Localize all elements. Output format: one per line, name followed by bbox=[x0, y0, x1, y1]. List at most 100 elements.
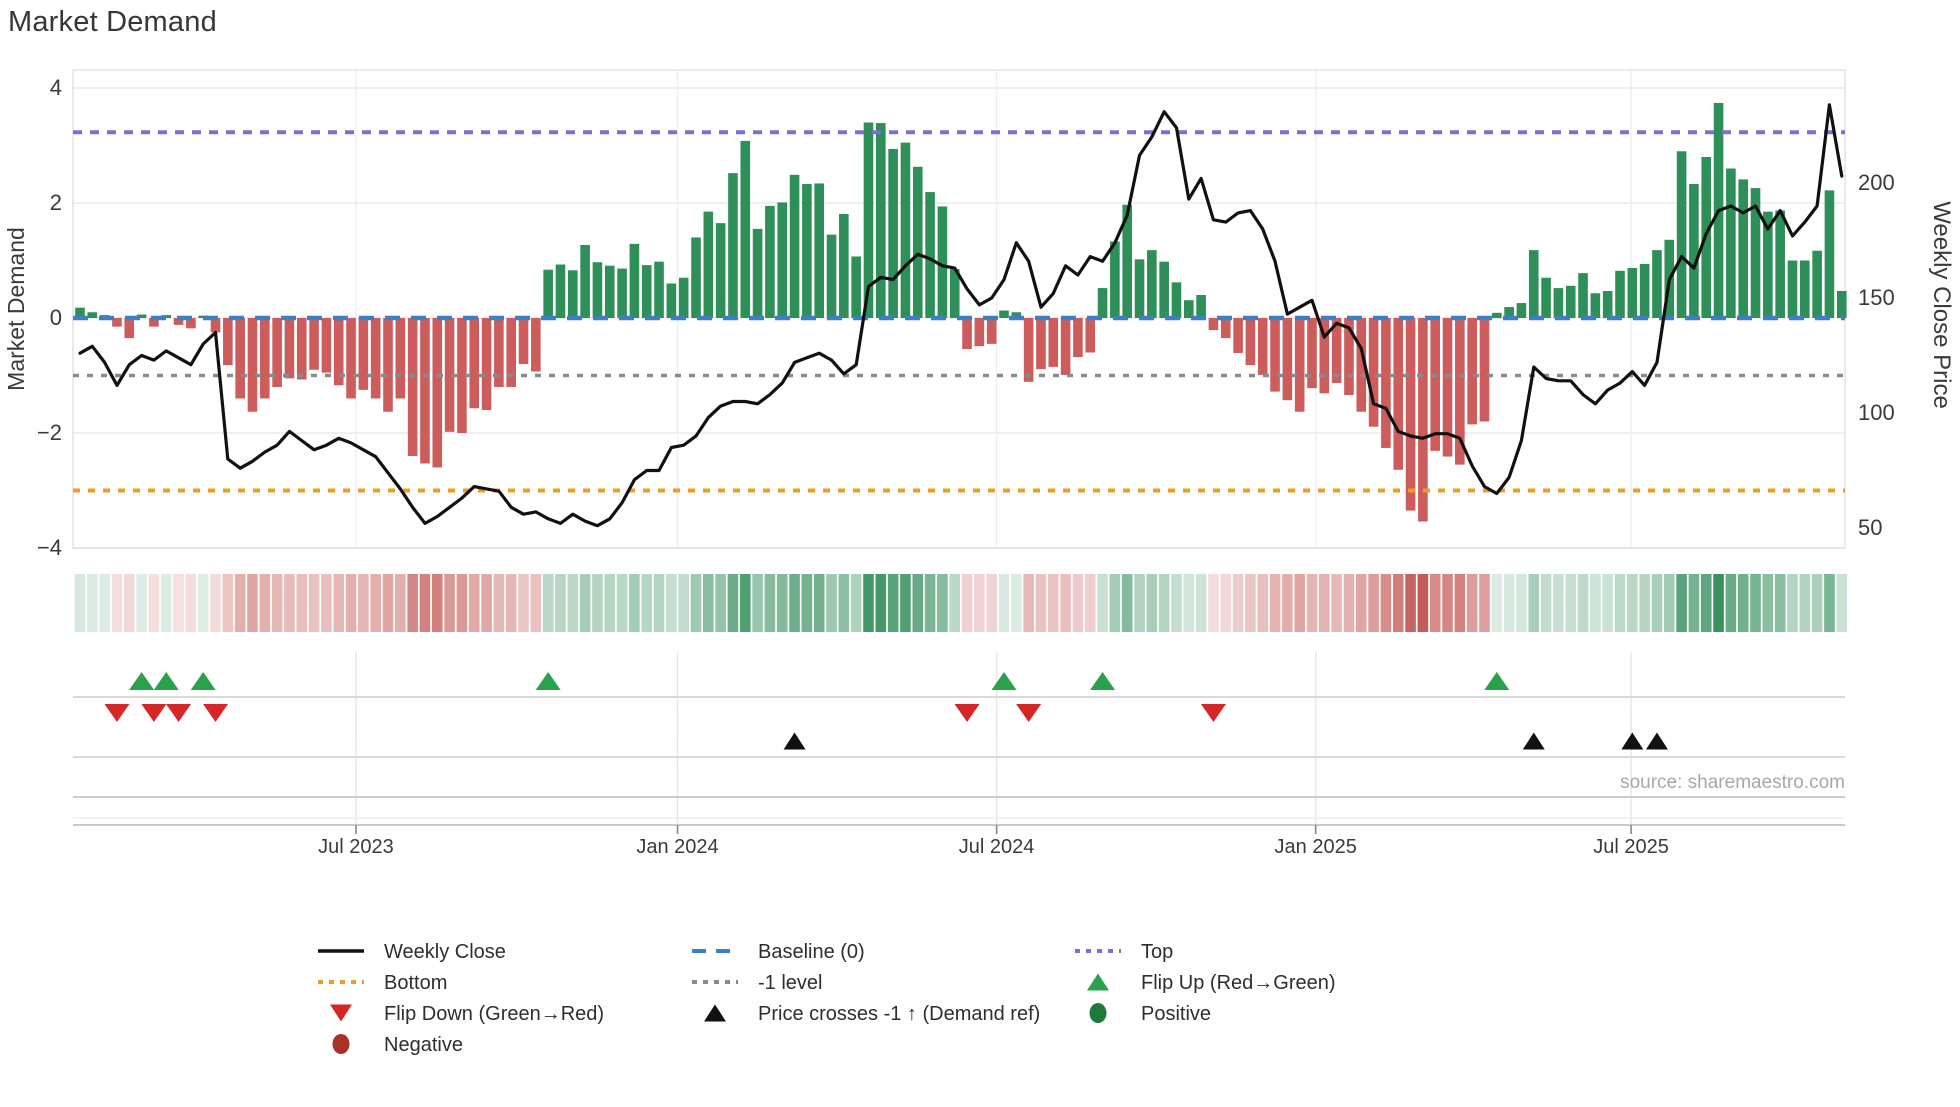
demand-bar bbox=[1652, 250, 1662, 318]
heatmap-cell bbox=[752, 574, 763, 632]
heatmap-cell bbox=[1232, 574, 1244, 632]
demand-bar bbox=[407, 318, 418, 456]
heatmap-cell bbox=[370, 574, 381, 632]
demand-bar bbox=[752, 228, 763, 318]
grid-lines bbox=[72, 69, 1846, 824]
heatmap-cell bbox=[1306, 574, 1318, 632]
demand-bar bbox=[814, 183, 824, 318]
demand-bar bbox=[1689, 184, 1699, 318]
heatmap-cell bbox=[826, 574, 837, 632]
heatmap-cell bbox=[111, 574, 123, 632]
heatmap-cell bbox=[715, 574, 726, 632]
demand-bar bbox=[124, 318, 135, 339]
heatmap-cell bbox=[1442, 574, 1453, 632]
heatmap-cell bbox=[1134, 574, 1145, 632]
heatmap-cell bbox=[629, 574, 640, 632]
heatmap-cell bbox=[727, 574, 739, 632]
heatmap-cell bbox=[690, 574, 702, 632]
heatmap-cell bbox=[1084, 574, 1096, 632]
reference-lines bbox=[73, 130, 1845, 493]
legend-label: -1 level bbox=[758, 972, 822, 994]
flip-down-marker bbox=[166, 704, 192, 722]
demand-bar bbox=[1565, 285, 1576, 318]
heatmap-cell bbox=[259, 574, 271, 632]
heatmap-cell bbox=[481, 574, 492, 632]
heatmap-cell bbox=[1072, 574, 1084, 632]
demand-bar bbox=[444, 318, 455, 432]
x-tick-label: Jan 2024 bbox=[636, 836, 718, 858]
heatmap-cell bbox=[197, 574, 209, 632]
legend-label: Weekly Close bbox=[384, 941, 506, 963]
price-line-group bbox=[78, 103, 1844, 528]
heatmap-cell bbox=[998, 574, 1010, 632]
demand-bar bbox=[1307, 318, 1317, 389]
heatmap-cell bbox=[87, 574, 98, 632]
demand-bar bbox=[260, 318, 270, 399]
heatmap-cell bbox=[160, 574, 172, 632]
demand-bar bbox=[1639, 263, 1650, 318]
heatmap-cell bbox=[74, 574, 86, 632]
legend-item: Bottom bbox=[318, 972, 447, 994]
demand-bar bbox=[432, 318, 443, 468]
heatmap-cell bbox=[604, 574, 616, 632]
demand-bar bbox=[925, 192, 935, 318]
heatmap-cell bbox=[518, 574, 529, 632]
heatmap-cell bbox=[813, 574, 825, 632]
demand-bar bbox=[715, 223, 726, 318]
right-tick-label: 200 bbox=[1858, 170, 1895, 195]
legend-swatch-triangle-down bbox=[330, 1004, 352, 1022]
heatmap-cell bbox=[1245, 574, 1256, 632]
heatmap-cell bbox=[1429, 574, 1441, 632]
heatmap-cell bbox=[1047, 574, 1059, 632]
demand-bars bbox=[75, 102, 1847, 522]
demand-bar bbox=[1676, 151, 1687, 318]
demand-bar bbox=[1048, 318, 1059, 367]
demand-bar bbox=[1257, 318, 1268, 375]
heatmap-cell bbox=[1725, 574, 1737, 632]
left-tick-label: 0 bbox=[50, 305, 62, 330]
demand-bar bbox=[506, 318, 516, 387]
heatmap-cell bbox=[1713, 574, 1724, 632]
demand-bar bbox=[666, 283, 677, 318]
demand-bar bbox=[1270, 318, 1280, 392]
flip-up-marker bbox=[129, 672, 155, 690]
heatmap-cell bbox=[419, 574, 431, 632]
legend-item: Baseline (0) bbox=[692, 941, 865, 963]
heatmap-cell bbox=[210, 574, 221, 632]
demand-bar bbox=[1294, 318, 1305, 412]
demand-bar bbox=[604, 265, 615, 318]
demand-bar bbox=[1282, 318, 1293, 401]
left-tick-label: 2 bbox=[50, 190, 62, 215]
heatmap-cell bbox=[1688, 574, 1700, 632]
demand-bar bbox=[284, 318, 295, 379]
legend-item: Positive bbox=[1089, 1003, 1211, 1025]
heatmap-cell bbox=[1121, 574, 1133, 632]
demand-bar bbox=[161, 315, 172, 318]
demand-bar bbox=[1528, 250, 1539, 318]
demand-bar bbox=[531, 318, 541, 372]
demand-bar bbox=[1110, 241, 1120, 318]
legend-item: Negative bbox=[332, 1034, 463, 1056]
flip-down-marker bbox=[141, 704, 167, 722]
heatmap-cell bbox=[1590, 574, 1601, 632]
demand-bar bbox=[974, 318, 985, 347]
demand-bar bbox=[420, 318, 430, 464]
heatmap-cell bbox=[99, 574, 110, 632]
heatmap-cell bbox=[284, 574, 295, 632]
flip-up-marker bbox=[991, 672, 1017, 690]
heatmap-cell bbox=[937, 574, 948, 632]
demand-bar bbox=[777, 202, 788, 318]
heatmap-cell bbox=[1811, 574, 1823, 632]
heatmap-cell bbox=[1700, 574, 1712, 632]
heatmap-strip bbox=[74, 574, 1848, 632]
demand-bar bbox=[235, 318, 245, 399]
demand-bar bbox=[136, 314, 147, 318]
heatmap-cell bbox=[1097, 574, 1108, 632]
right-tick-label: 50 bbox=[1858, 515, 1882, 540]
heatmap-cell bbox=[1269, 574, 1281, 632]
demand-bar bbox=[1763, 211, 1773, 318]
demand-bar bbox=[358, 318, 369, 390]
heatmap-cell bbox=[739, 574, 751, 632]
demand-bar bbox=[629, 243, 640, 318]
